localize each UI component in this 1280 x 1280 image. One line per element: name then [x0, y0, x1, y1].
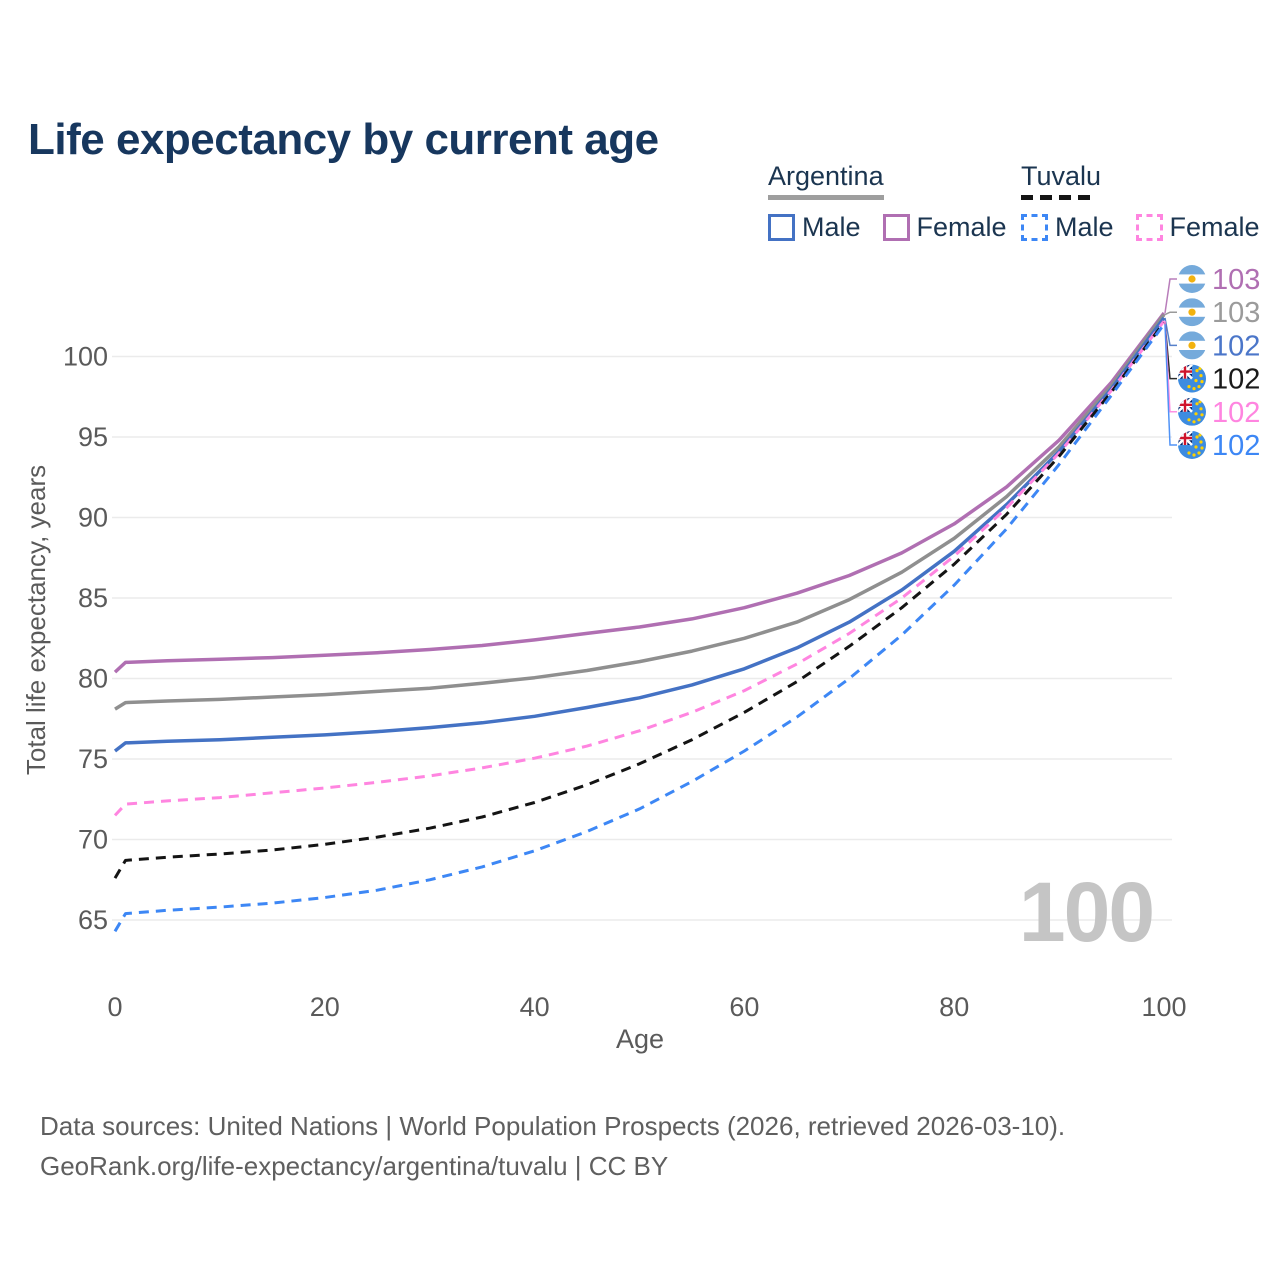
legend-item-tuvalu-female[interactable]: Female	[1135, 212, 1260, 243]
y-tick-label: 65	[78, 905, 108, 935]
legend-item-label: Male	[802, 212, 861, 242]
y-tick-label: 80	[78, 664, 108, 694]
footer: Data sources: United Nations | World Pop…	[40, 1106, 1065, 1186]
argentina-female-swatch-icon	[882, 214, 910, 241]
end-label-leader-line	[1164, 324, 1177, 446]
argentina-male-swatch-icon	[768, 214, 795, 241]
series-line-tuvalu-total[interactable]	[113, 321, 1166, 879]
x-tick-label: 0	[107, 992, 122, 1022]
x-tick-label: 80	[939, 992, 969, 1022]
attribution-text: GeoRank.org/life-expectancy/argentina/tu…	[40, 1151, 669, 1181]
page-title: Life expectancy by current age	[28, 115, 659, 165]
y-tick-label: 95	[78, 422, 108, 452]
legend-group-tuvalu: Tuvalu Male Female	[1021, 161, 1280, 243]
series-line-tuvalu-female[interactable]	[113, 320, 1166, 817]
legend-item-tuvalu-male[interactable]: Male	[1021, 212, 1114, 243]
y-tick-label: 100	[63, 342, 108, 372]
legend-item-label: Female	[916, 212, 1007, 242]
end-label-value: 102	[1212, 397, 1260, 429]
tuvalu-male-swatch-icon	[1021, 214, 1048, 241]
tuvalu-flag-icon	[1178, 364, 1206, 393]
y-tick-label: 70	[78, 825, 108, 855]
tuvalu-flag-icon	[1178, 431, 1206, 459]
legend-group-title-tuvalu: Tuvalu	[1021, 161, 1102, 191]
y-axis-title: Total life expectancy, years	[21, 465, 51, 775]
x-axis-title: Age	[616, 1024, 664, 1054]
tuvalu-female-swatch-icon	[1135, 214, 1163, 241]
end-label-value: 103	[1212, 264, 1260, 296]
legend-group-title-argentina: Argentina	[768, 161, 884, 191]
argentina-flag-icon	[1178, 298, 1206, 327]
series-line-tuvalu-male[interactable]	[113, 323, 1166, 933]
end-label-value: 103	[1212, 297, 1260, 329]
series-line-argentina-male[interactable]	[113, 316, 1166, 753]
series-line-argentina-total[interactable]	[114, 313, 1166, 711]
end-label-value: 102	[1212, 430, 1260, 462]
argentina-flag-icon	[1178, 265, 1206, 293]
x-tick-label: 60	[729, 992, 759, 1022]
legend-item-label: Female	[1169, 212, 1260, 242]
age-watermark: 100	[1018, 865, 1155, 959]
data-sources-text: Data sources: United Nations | World Pop…	[40, 1111, 1066, 1141]
y-tick-label: 90	[78, 503, 108, 533]
argentina-flag-icon	[1178, 331, 1206, 360]
legend-item-label: Male	[1055, 212, 1114, 242]
end-label-leader-line	[1164, 278, 1177, 314]
tuvalu-total-line-swatch	[1021, 195, 1097, 200]
legend-item-argentina-male[interactable]: Male	[768, 212, 861, 243]
y-tick-label: 75	[78, 744, 108, 774]
x-tick-label: 100	[1141, 992, 1186, 1022]
legend-group-argentina: Argentina Male Female	[768, 161, 1029, 243]
x-tick-label: 20	[310, 992, 340, 1022]
end-label-leader-line	[1164, 317, 1177, 347]
y-tick-label: 85	[78, 583, 108, 613]
series-line-argentina-female[interactable]	[113, 311, 1166, 674]
end-label-leader-line	[1164, 311, 1177, 316]
end-label-value: 102	[1212, 330, 1260, 362]
tuvalu-flag-icon	[1178, 397, 1206, 426]
end-label-value: 102	[1212, 364, 1260, 396]
legend-item-argentina-female[interactable]: Female	[882, 212, 1007, 243]
argentina-total-line-swatch	[768, 195, 884, 200]
x-tick-label: 40	[520, 992, 550, 1022]
